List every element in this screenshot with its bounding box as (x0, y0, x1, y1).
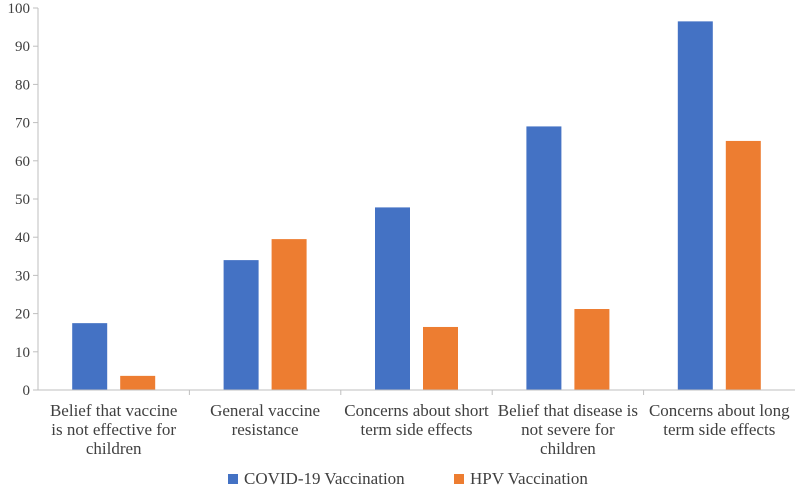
x-category-label-line: Concerns about short (344, 401, 489, 420)
x-category-label-line: Belief that disease is (498, 401, 638, 420)
x-category-label-line: children (540, 439, 596, 458)
y-tick-label: 30 (15, 268, 30, 284)
legend-label-hpv: HPV Vaccination (470, 469, 588, 488)
bar-hpv-2 (423, 326, 458, 390)
y-tick-label: 50 (15, 192, 30, 208)
y-tick-label: 10 (15, 345, 30, 361)
y-tick-label: 80 (15, 77, 30, 93)
y-tick-label: 40 (15, 230, 30, 246)
x-category-label-line: Belief that vaccine (50, 401, 177, 420)
x-category-label: Concerns about long term side effects (649, 401, 790, 439)
x-category-label: Belief that disease is not severe for chil… (498, 401, 638, 458)
bar-covid-1 (223, 260, 259, 390)
y-tick-label: 100 (8, 1, 31, 17)
bar-covid-3 (526, 126, 562, 391)
y-tick-label: 0 (23, 383, 31, 399)
bar-covid-2 (375, 207, 410, 390)
bar-covid-0 (72, 323, 108, 390)
bar-covid-4 (677, 21, 713, 391)
y-tick-label: 70 (15, 116, 30, 132)
bar-hpv-4 (725, 140, 761, 390)
x-axis: Belief that vaccine is not effective for c… (38, 389, 795, 458)
legend: COVID-19 Vaccination HPV Vaccination (228, 469, 588, 488)
y-tick-label: 20 (15, 307, 30, 323)
x-category-label: General vaccine resistance (210, 401, 320, 439)
bars (72, 21, 761, 391)
bar-hpv-0 (120, 375, 156, 390)
x-category-label-line: children (86, 439, 142, 458)
y-axis: 0 10 20 30 40 50 60 70 80 90 100 (8, 1, 39, 399)
x-category-label-line: term side effects (663, 420, 775, 439)
x-category-label-line: resistance (232, 420, 299, 439)
x-category-label-line: General vaccine (210, 401, 320, 420)
bar-hpv-1 (271, 239, 307, 390)
x-category-label-line: term side effects (360, 420, 472, 439)
y-tick-label: 60 (15, 154, 30, 170)
x-category-label-line: not severe for (521, 420, 615, 439)
bar-hpv-3 (574, 309, 610, 390)
x-category-label-line: is not effective for (51, 420, 176, 439)
legend-swatch-covid (228, 474, 238, 484)
legend-swatch-hpv (454, 474, 464, 484)
x-category-label: Belief that vaccine is not effective for c… (50, 401, 177, 458)
x-category-label-line: Concerns about long (649, 401, 790, 420)
y-tick-label: 90 (15, 39, 30, 55)
x-category-label: Concerns about short term side effects (344, 401, 489, 439)
legend-label-covid: COVID-19 Vaccination (244, 469, 405, 488)
